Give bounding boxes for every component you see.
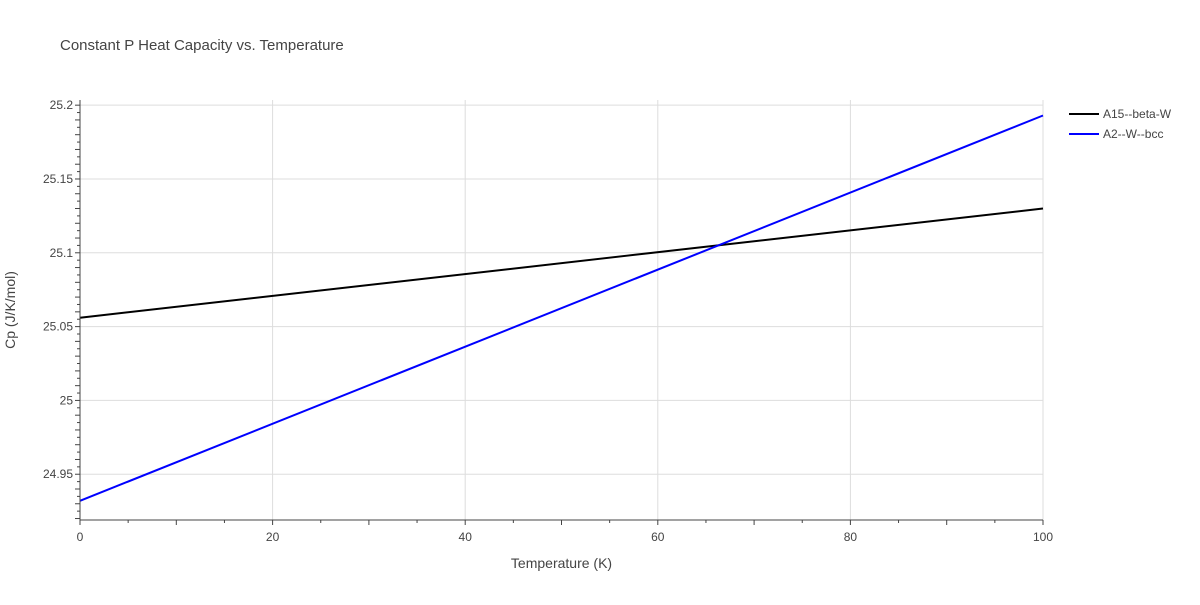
legend-item[interactable]: A15--beta-W [1069,107,1172,121]
x-tick-label: 100 [1033,530,1053,544]
y-tick-label: 25.15 [43,172,73,186]
legend: A15--beta-W A2--W--bcc [1069,107,1172,141]
x-tick-label: 40 [459,530,473,544]
series-line-a15-beta-w [79,207,1044,319]
series-line-a2-w-bcc [79,114,1044,502]
y-tick-label: 25 [60,393,74,407]
axis-layer: 0 20 40 60 80 100 24.95 25 25.05 25.1 25.15 25.2 [43,98,1053,544]
y-tick-label: 25.05 [43,320,73,334]
series-layer [79,114,1044,502]
y-tick-label: 24.95 [43,467,73,481]
grid-layer [80,100,1044,520]
y-tick-label: 25.2 [50,98,74,112]
legend-label: A15--beta-W [1103,107,1172,121]
x-tick-label: 20 [266,530,280,544]
chart-title: Constant P Heat Capacity vs. Temperature [60,37,344,54]
legend-label: A2--W--bcc [1103,127,1163,141]
x-tick-label: 80 [844,530,858,544]
x-tick-label: 0 [77,530,84,544]
legend-item[interactable]: A2--W--bcc [1069,127,1163,141]
y-tick-label: 25.1 [50,246,74,260]
y-axis-title: Cp (J/K/mol) [2,271,18,349]
x-axis-title: Temperature (K) [511,555,612,571]
x-tick-label: 60 [651,530,665,544]
